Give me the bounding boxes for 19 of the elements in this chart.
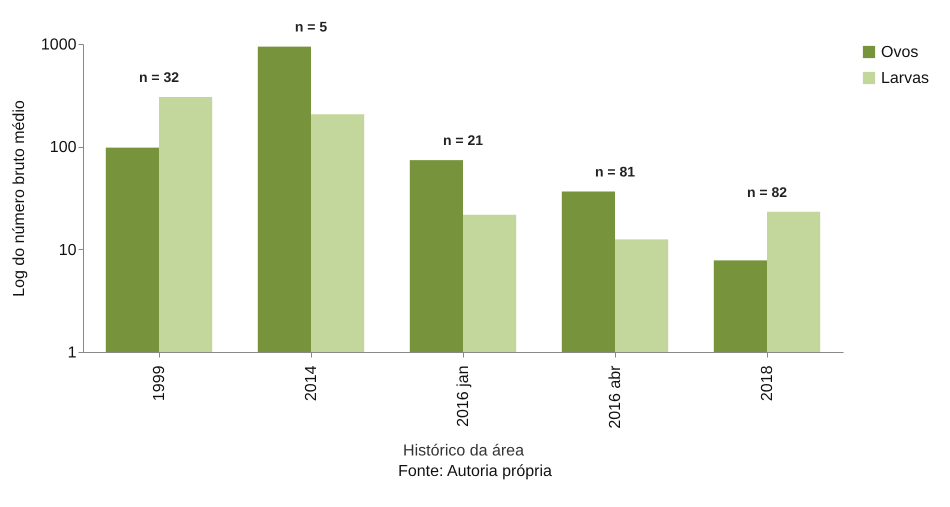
annotation: n = 32 xyxy=(138,68,180,85)
x-tick-label: 1999 xyxy=(151,365,168,402)
annotation: n = 81 xyxy=(594,163,636,180)
y-axis-title: Log do número bruto médio xyxy=(10,100,28,297)
legend-label: Larvas xyxy=(881,70,930,87)
annotation: n = 21 xyxy=(442,132,484,148)
y-tick-label: 1000 xyxy=(40,36,77,54)
legend-label: Ovos xyxy=(881,44,918,61)
text: n = 5 xyxy=(294,18,328,35)
y-tick-label: 10 xyxy=(58,242,77,259)
x-tick-label: 2018 xyxy=(759,365,776,402)
annotation: n = 82 xyxy=(746,184,788,200)
x-tick-label: 2016 jan xyxy=(455,366,472,427)
x-axis-title: Histórico da área xyxy=(403,442,524,460)
x-tick-label: 2016 abr xyxy=(607,364,624,429)
y-tick-label: 100 xyxy=(50,139,77,156)
x-tick-label: 2014 xyxy=(303,365,320,402)
y-tick-label: 1 xyxy=(68,344,77,362)
source-note: Fonte: Autoria própria xyxy=(397,463,553,481)
